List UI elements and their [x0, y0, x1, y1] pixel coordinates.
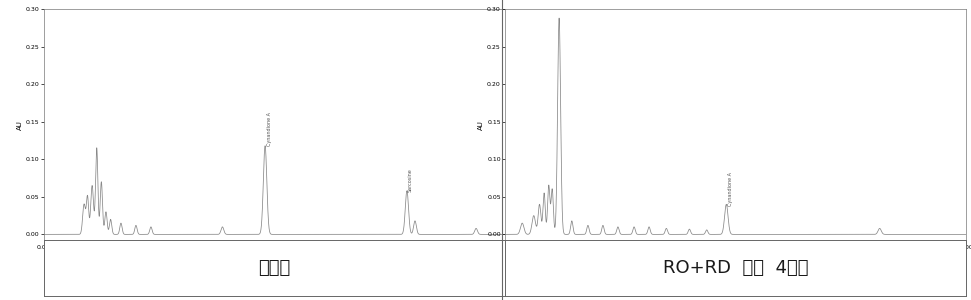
X-axis label: Minutes: Minutes — [260, 251, 288, 257]
Text: Cynandione A: Cynandione A — [728, 172, 733, 206]
Text: RO+RD  발효  4일차: RO+RD 발효 4일차 — [663, 259, 808, 277]
X-axis label: Minutes: Minutes — [721, 251, 750, 257]
Text: Sarcosine: Sarcosine — [408, 168, 413, 192]
Text: Cynandione A: Cynandione A — [267, 112, 272, 146]
Y-axis label: AU: AU — [17, 120, 23, 130]
Text: 발효전: 발효전 — [258, 259, 290, 277]
Y-axis label: AU: AU — [479, 120, 485, 130]
